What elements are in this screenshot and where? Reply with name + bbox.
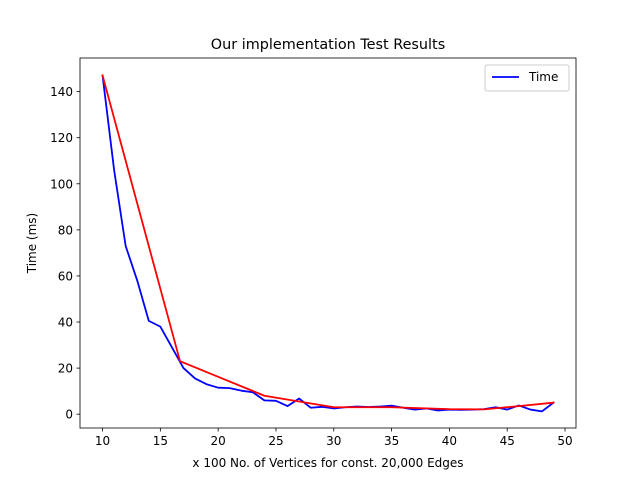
x-axis-label: x 100 No. of Vertices for const. 20,000 …: [192, 456, 463, 470]
y-tick-label: 20: [58, 362, 73, 376]
y-axis: 0 20 40 60 80 100 120 140: [50, 85, 80, 422]
chart-title: Our implementation Test Results: [211, 37, 445, 53]
x-tick-label: 35: [384, 434, 399, 448]
y-tick-label: 140: [50, 85, 73, 99]
y-tick-label: 120: [50, 131, 73, 145]
x-tick-label: 15: [153, 434, 168, 448]
x-tick-label: 45: [500, 434, 515, 448]
y-tick-label: 100: [50, 177, 73, 191]
x-tick-label: 50: [557, 434, 572, 448]
legend: Time: [484, 64, 570, 92]
x-tick-label: 25: [268, 434, 283, 448]
legend-label-time: Time: [528, 70, 558, 84]
x-axis: 10 15 20 25 30 35 40 45 50: [95, 428, 573, 448]
y-tick-label: 80: [58, 223, 73, 237]
legend-box: [484, 64, 570, 92]
y-axis-label: Time (ms): [25, 213, 39, 275]
plot-frame: [79, 57, 577, 429]
x-tick-label: 40: [442, 434, 457, 448]
series-layer: [101, 74, 555, 413]
y-tick-label: 0: [65, 408, 73, 422]
y-tick-label: 60: [58, 269, 73, 283]
y-tick-label: 40: [58, 316, 73, 330]
series-line-trend: [101, 74, 555, 411]
x-tick-label: 10: [95, 434, 110, 448]
x-tick-label: 20: [211, 434, 226, 448]
x-tick-label: 30: [326, 434, 341, 448]
